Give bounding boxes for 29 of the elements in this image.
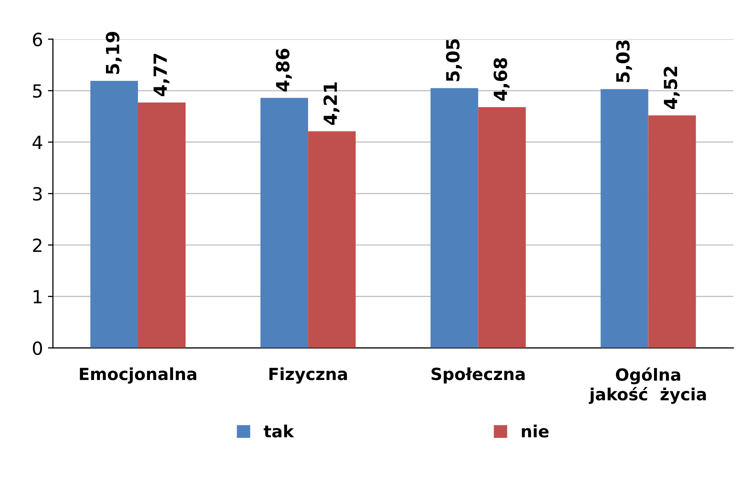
legend-label: tak: [264, 424, 294, 438]
y-tick-label: 3: [33, 187, 42, 201]
y-tick-label: 0: [32, 341, 42, 356]
x-tick-label: Fizyczna: [269, 367, 347, 384]
y-tick-label: 2: [33, 238, 42, 252]
y-tick-label: 5: [33, 84, 42, 98]
legend-label: nie: [522, 424, 549, 438]
y-tick-label: 1: [34, 290, 42, 304]
data-label: 5,19: [106, 32, 122, 74]
data-label: 4,68: [494, 58, 510, 101]
data-label: 4,52: [664, 66, 680, 109]
data-label: 4,86: [276, 48, 292, 92]
bar: [478, 107, 526, 348]
data-label: 5,03: [616, 40, 632, 82]
x-tick-label: Społeczna: [432, 367, 525, 384]
y-tick-label: 4: [32, 136, 42, 149]
bar: [600, 89, 648, 348]
y-tick-label: 6: [32, 32, 42, 46]
data-label: 4,21: [323, 82, 340, 125]
bar: [260, 98, 308, 348]
bar: [90, 80, 138, 348]
bar: [138, 102, 186, 348]
bar: [648, 115, 696, 348]
data-label: 5,05: [446, 39, 462, 82]
data-label: 4,77: [154, 54, 170, 96]
x-tick-label: Ogólna jakość życia: [588, 367, 706, 404]
x-tick-label: Emocjonalna: [80, 367, 196, 384]
bar: [308, 131, 356, 348]
bar: [430, 88, 478, 348]
